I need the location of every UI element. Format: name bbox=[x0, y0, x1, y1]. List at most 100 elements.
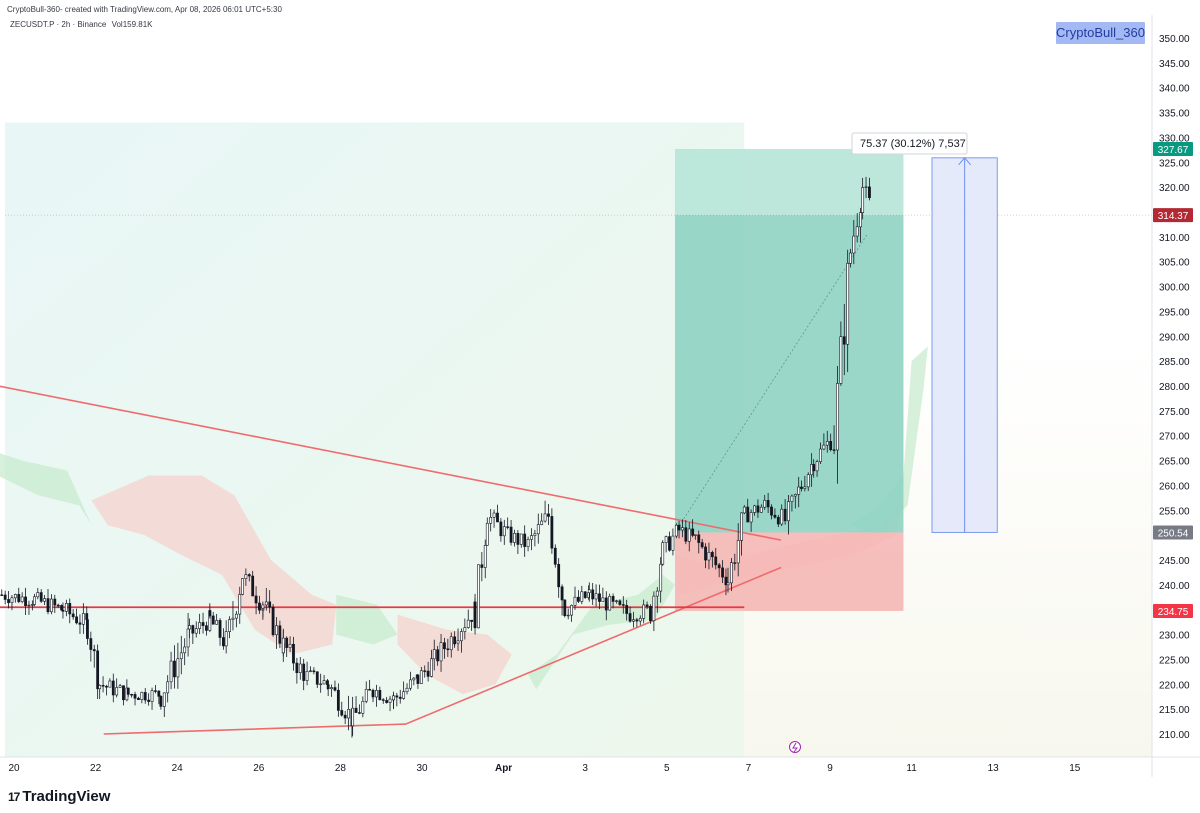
candle-body bbox=[645, 604, 649, 607]
cloud-segment bbox=[91, 475, 337, 655]
candle-body bbox=[43, 598, 47, 602]
candle-body bbox=[742, 506, 746, 514]
candle-body bbox=[254, 595, 258, 604]
symbol-label[interactable]: ZECUSDT.P · 2h · Binance bbox=[10, 20, 107, 29]
tradingview-logo[interactable]: 17 TradingView bbox=[8, 788, 110, 805]
x-tick-label: 3 bbox=[582, 763, 588, 774]
target-price-tag-text: 327.67 bbox=[1158, 145, 1189, 156]
candle-body bbox=[868, 186, 871, 198]
candle-body bbox=[368, 688, 372, 691]
y-tick-label: 220.00 bbox=[1159, 680, 1190, 691]
descending-trendline[interactable] bbox=[0, 381, 782, 541]
y-tick-label: 230.00 bbox=[1159, 631, 1190, 642]
author-badge: CryptoBull_360 bbox=[1056, 22, 1145, 44]
candle-body bbox=[194, 628, 198, 634]
stop-zone bbox=[674, 532, 904, 611]
candle-body bbox=[681, 527, 684, 531]
candle-body bbox=[618, 600, 622, 605]
candle-body bbox=[278, 625, 282, 644]
candle-body bbox=[98, 685, 102, 690]
target-price-tag bbox=[1153, 142, 1193, 157]
y-tick-label: 215.00 bbox=[1159, 705, 1190, 716]
candle-body bbox=[615, 600, 618, 602]
candle-body bbox=[333, 687, 337, 691]
candle-body bbox=[560, 586, 564, 601]
candle-body bbox=[92, 649, 96, 652]
candle-body bbox=[729, 562, 733, 584]
candle-body bbox=[536, 524, 540, 535]
y-tick-label: 255.00 bbox=[1159, 506, 1190, 517]
candle-body bbox=[238, 594, 242, 615]
candle-body bbox=[364, 688, 368, 702]
candle-body bbox=[707, 552, 711, 561]
candle-body bbox=[480, 564, 484, 568]
candle-body bbox=[302, 671, 306, 681]
candle-body bbox=[812, 464, 816, 472]
candle-body bbox=[118, 685, 122, 688]
candle-body bbox=[766, 500, 770, 508]
candle-body bbox=[668, 536, 671, 551]
candle-body bbox=[261, 604, 265, 609]
candle-body bbox=[632, 619, 635, 622]
current-price-tag-text: 314.37 bbox=[1158, 211, 1189, 222]
candle-body bbox=[140, 692, 144, 700]
candle-body bbox=[516, 533, 520, 545]
candle-body bbox=[111, 680, 115, 696]
candle-body bbox=[268, 601, 272, 608]
candle-body bbox=[198, 622, 202, 629]
candle-body bbox=[664, 536, 668, 543]
candle-body bbox=[691, 528, 695, 536]
ascending-trendline[interactable] bbox=[103, 566, 782, 735]
candle-body bbox=[96, 650, 100, 690]
candle-body bbox=[231, 617, 235, 620]
candle-body bbox=[60, 605, 64, 611]
candle-body bbox=[75, 616, 78, 624]
tradingview-brand: TradingView bbox=[22, 788, 111, 805]
candle-body bbox=[848, 252, 852, 264]
x-tick-label: 20 bbox=[8, 763, 20, 774]
candle-body bbox=[64, 603, 68, 612]
candle-body bbox=[354, 707, 358, 713]
candle-body bbox=[530, 535, 533, 540]
candle-body bbox=[839, 336, 843, 384]
y-tick-label: 310.00 bbox=[1159, 233, 1190, 244]
candle-body bbox=[759, 506, 763, 513]
candle-body bbox=[71, 613, 75, 618]
candle-body bbox=[436, 649, 440, 662]
candle-body bbox=[402, 691, 406, 699]
candle-body bbox=[201, 622, 205, 626]
candle-body bbox=[343, 714, 347, 719]
candle-body bbox=[388, 698, 392, 703]
candle-body bbox=[105, 685, 108, 688]
candle-body bbox=[426, 670, 430, 677]
event-marker-icon[interactable] bbox=[789, 741, 801, 753]
candle-body bbox=[218, 620, 222, 638]
candle-body bbox=[24, 596, 27, 606]
candle-body bbox=[32, 596, 36, 605]
cloud-segment bbox=[0, 453, 92, 526]
candle-body bbox=[550, 516, 554, 549]
candle-body bbox=[473, 601, 477, 629]
x-tick-label: Apr bbox=[495, 763, 512, 774]
candle-body bbox=[499, 521, 503, 537]
x-tick-label: 22 bbox=[90, 763, 102, 774]
candle-body bbox=[439, 642, 443, 662]
candle-body bbox=[281, 637, 285, 654]
candle-body bbox=[721, 567, 724, 578]
candle-body bbox=[133, 694, 137, 699]
candle-body bbox=[292, 643, 295, 664]
candle-body bbox=[710, 552, 714, 558]
candle-body bbox=[147, 699, 151, 702]
current-price-tag bbox=[1153, 208, 1193, 223]
candle-body bbox=[763, 500, 767, 508]
candle-body bbox=[576, 596, 580, 602]
candle-body bbox=[395, 695, 399, 698]
candle-body bbox=[89, 638, 93, 650]
candle-body bbox=[298, 663, 302, 674]
candle-body bbox=[746, 506, 750, 523]
candle-body bbox=[477, 564, 480, 629]
candle-body bbox=[649, 605, 652, 622]
candle-body bbox=[183, 646, 187, 654]
y-tick-label: 300.00 bbox=[1159, 283, 1190, 294]
